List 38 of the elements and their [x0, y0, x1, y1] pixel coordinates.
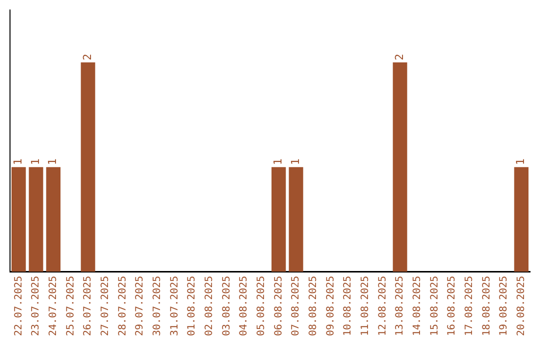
x-tick-label: 13.08.2025: [394, 276, 406, 336]
data-label: 2: [80, 54, 94, 60]
x-tick-label: 16.08.2025: [446, 276, 458, 336]
x-tick-label: 06.08.2025: [273, 276, 284, 336]
x-tick-label: 24.07.2025: [48, 276, 59, 336]
x-tick-label: 27.07.2025: [100, 276, 111, 336]
x-tick-label: 20.08.2025: [516, 276, 527, 336]
x-tick-label: 23.07.2025: [30, 276, 42, 336]
x-tick-label: 31.07.2025: [169, 276, 180, 336]
data-label: 1: [288, 158, 302, 166]
data-label: 1: [514, 158, 528, 166]
data-label: 1: [46, 158, 60, 166]
x-tick-label: 30.07.2025: [152, 276, 163, 336]
data-label: 1: [272, 158, 285, 166]
x-tick-label: 19.08.2025: [498, 276, 510, 336]
x-tick-label: 14.08.2025: [412, 276, 423, 336]
x-tick-label: 09.08.2025: [325, 276, 336, 336]
x-tick-label: 02.08.2025: [204, 276, 215, 336]
x-tick-label: 25.07.2025: [65, 276, 76, 336]
x-tick-label: 29.07.2025: [134, 276, 146, 336]
data-label: 2: [392, 54, 406, 60]
x-tick-label: 11.08.2025: [360, 276, 371, 336]
x-tick-label: 04.08.2025: [238, 276, 250, 336]
x-tick-label: 18.08.2025: [481, 276, 492, 336]
x-tick-label: 17.08.2025: [464, 276, 475, 336]
x-tick-label: 28.07.2025: [117, 276, 128, 336]
x-tick-label: 15.08.2025: [429, 276, 440, 336]
x-tick-label: 07.08.2025: [290, 276, 302, 336]
x-tick-label: 10.08.2025: [342, 276, 354, 336]
x-tick-label: 26.07.2025: [82, 276, 94, 336]
x-tick-label: 03.08.2025: [221, 276, 232, 336]
x-tick-label: 05.08.2025: [256, 276, 267, 336]
x-tick-label: 22.07.2025: [13, 276, 24, 336]
x-tick-label: 01.08.2025: [186, 276, 198, 336]
x-tick-label: 12.08.2025: [377, 276, 388, 336]
data-label: 1: [12, 158, 25, 166]
x-tick-label: 08.08.2025: [308, 276, 319, 336]
data-label: 1: [28, 158, 42, 166]
